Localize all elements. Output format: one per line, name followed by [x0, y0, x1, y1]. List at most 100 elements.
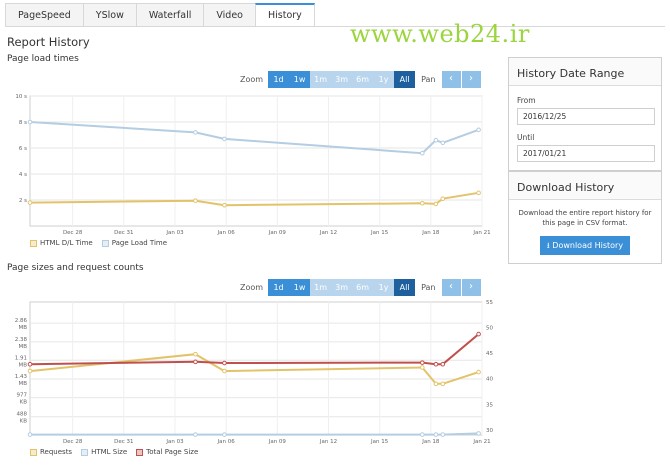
zoom-button-all[interactable]: All: [394, 71, 416, 88]
y-tick-label: 977: [17, 393, 28, 399]
zoom-button-1m[interactable]: 1m: [310, 279, 332, 296]
data-point: [222, 368, 227, 374]
download-history-button[interactable]: ⭳ Download History: [540, 236, 630, 255]
data-point: [433, 201, 439, 207]
zoom-button-3m[interactable]: 3m: [331, 71, 353, 88]
data-point: [222, 202, 227, 208]
from-date-input[interactable]: 2016/12/25: [517, 108, 655, 125]
y-right-tick-label: 40: [486, 377, 493, 383]
tab-video[interactable]: Video: [203, 3, 255, 27]
page-sizes-chart-svg: 488KB977KB1.43MB1.91MB2.38MB2.86MB303540…: [15, 300, 494, 445]
zoom-button-1m[interactable]: 1m: [310, 71, 332, 88]
data-point: [476, 431, 481, 436]
y-tick-label: 2.38: [15, 337, 28, 343]
y-tick-unit: KB: [20, 419, 28, 425]
y-tick-label: 8 s: [19, 120, 27, 126]
y-tick-unit: MB: [18, 362, 27, 368]
data-point: [193, 351, 198, 357]
x-tick-label: Jan 06: [217, 230, 236, 236]
y-tick-unit: MB: [18, 381, 27, 387]
pan-label: Pan: [421, 283, 436, 292]
data-point: [420, 200, 425, 206]
zoom-button-1d[interactable]: 1d: [268, 71, 290, 88]
y-right-tick-label: 30: [486, 428, 493, 434]
y-right-tick-label: 50: [486, 326, 493, 332]
data-point: [476, 127, 481, 133]
zoom-button-3m[interactable]: 3m: [331, 279, 353, 296]
y-tick-label: 4 s: [19, 172, 27, 178]
y-tick-label: 6 s: [19, 146, 27, 152]
data-point: [27, 432, 33, 437]
legend-swatch: [101, 239, 109, 247]
tab-divider: [5, 26, 665, 27]
pan-label: Pan: [421, 75, 436, 84]
x-tick-label: Jan 09: [268, 439, 287, 445]
y-right-tick-label: 45: [486, 351, 493, 357]
download-description: Download the entire report history for t…: [518, 209, 652, 227]
until-label: Until: [517, 133, 535, 142]
y-tick-label: 1.91: [15, 355, 27, 361]
page-sizes-chart: 488 KB 977 KB 1.43 MB 1.91 MB 2.38 MB 2.86 MB 30 35 40…: [6, 298, 504, 450]
data-point: [440, 140, 446, 146]
load-times-legend: HTML D/L Time Page Load Time: [30, 239, 176, 247]
zoom-button-1w[interactable]: 1w: [289, 279, 311, 296]
legend-item-html-d-l-time[interactable]: HTML D/L Time: [30, 239, 93, 247]
legend-swatch: [136, 448, 144, 456]
download-icon: ⭳: [546, 241, 550, 250]
legend-label: Requests: [40, 448, 73, 456]
data-point: [440, 196, 446, 201]
y-tick-label: 488: [17, 412, 28, 418]
zoom-button-1d[interactable]: 1d: [268, 279, 290, 296]
x-tick-label: Jan 15: [370, 439, 389, 445]
zoom-controls-load-times: Zoom 1d 1w 1m 3m 6m 1y All Pan ‹ ›: [240, 71, 481, 88]
download-panel: Download History Download the entire rep…: [508, 171, 662, 264]
legend-label: HTML Size: [91, 448, 128, 456]
y-tick-label: 10 s: [15, 94, 27, 100]
x-tick-label: Dec 31: [114, 230, 133, 236]
data-point: [193, 198, 198, 203]
legend-item-requests[interactable]: Requests: [30, 448, 72, 456]
tab-waterfall[interactable]: Waterfall: [135, 3, 204, 27]
pan-prev-button[interactable]: ‹: [441, 71, 461, 88]
legend-item-total-page-size[interactable]: Total Page Size: [136, 448, 198, 456]
pan-prev-button[interactable]: ‹: [441, 279, 461, 296]
page-sizes-legend: Requests HTML Size Total Page Size: [30, 448, 207, 456]
x-tick-label: Jan 12: [319, 230, 337, 236]
zoom-button-6m[interactable]: 6m: [352, 71, 374, 88]
pan-next-button[interactable]: ›: [461, 279, 481, 296]
x-tick-label: Jan 18: [421, 439, 440, 445]
legend-item-html-size[interactable]: HTML Size: [81, 448, 127, 456]
tab-pagespeed[interactable]: PageSpeed: [5, 3, 83, 27]
until-date-input[interactable]: 2017/01/21: [517, 145, 655, 162]
legend-swatch: [30, 239, 37, 247]
data-point: [476, 369, 481, 375]
data-point: [433, 137, 439, 143]
legend-label: HTML D/L Time: [40, 239, 93, 247]
tab-history[interactable]: History: [255, 3, 315, 27]
legend-item-page-load-time[interactable]: Page Load Time: [101, 239, 167, 247]
zoom-button-1w[interactable]: 1w: [289, 71, 311, 88]
y-tick-label: 2.86: [15, 318, 28, 324]
x-tick-label: Dec 28: [63, 230, 83, 236]
zoom-label: Zoom: [240, 283, 264, 292]
zoom-button-6m[interactable]: 6m: [352, 279, 374, 296]
x-tick-label: Jan 03: [165, 230, 184, 236]
zoom-button-all[interactable]: All: [394, 279, 416, 296]
data-point: [433, 361, 439, 367]
zoom-button-1y[interactable]: 1y: [373, 71, 395, 88]
y-right-tick-label: 55: [486, 300, 493, 306]
data-point: [440, 381, 446, 387]
tab-yslow[interactable]: YSlow: [82, 3, 136, 27]
data-point: [222, 360, 227, 366]
y-tick-unit: MB: [18, 325, 27, 331]
x-tick-label: Jan 21: [472, 230, 490, 236]
tab-bar: PageSpeed YSlow Waterfall Video History: [5, 3, 315, 28]
pan-next-button[interactable]: ›: [461, 71, 481, 88]
data-point: [476, 331, 481, 337]
load-times-chart-svg: 2 s 4 s 6 s 8 s 10 s Dec 28 Dec 31 Jan 03 Jan 06…: [15, 94, 490, 236]
data-point: [420, 360, 425, 365]
zoom-button-1y[interactable]: 1y: [373, 279, 395, 296]
x-tick-label: Jan 18: [421, 230, 440, 236]
data-point: [420, 432, 425, 437]
y-tick-unit: MB: [18, 344, 27, 350]
